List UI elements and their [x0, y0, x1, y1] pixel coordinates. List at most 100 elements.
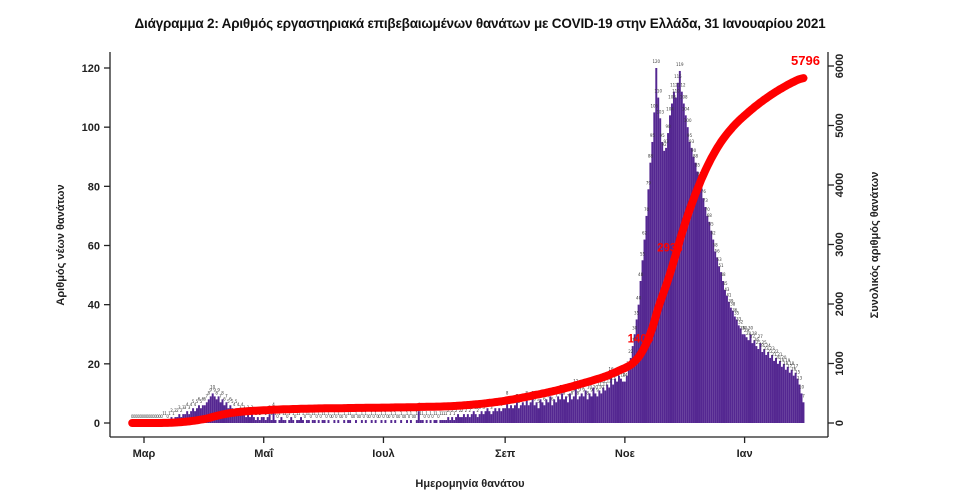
bar [743, 334, 746, 423]
bar [629, 357, 632, 423]
bar-value-label: 88 [648, 154, 654, 159]
y-right-tick-label: 5000 [834, 113, 846, 137]
bar-value-label: 0 [153, 414, 156, 419]
bar-value-label: 0 [386, 414, 389, 419]
bar-value-label: 1 [333, 411, 336, 416]
bar [443, 420, 446, 423]
bar-value-label: 1 [361, 411, 364, 416]
bar-value-label: 0 [139, 414, 142, 419]
bar [300, 417, 302, 423]
bar-value-label: 0 [304, 414, 307, 419]
bar-value-label: 0 [351, 414, 354, 419]
bar [453, 420, 456, 423]
bar [618, 375, 620, 423]
bar [292, 420, 295, 423]
bar [543, 405, 546, 423]
bar-value-label: 7 [225, 393, 228, 398]
bar [302, 420, 304, 423]
bar [682, 103, 685, 423]
bar [337, 420, 340, 423]
bar-value-label: 70 [644, 207, 650, 212]
bar [380, 420, 383, 423]
bar-value-label: 0 [329, 414, 332, 419]
bar-value-label: 29 [744, 328, 750, 333]
bar [619, 378, 622, 424]
bar [580, 393, 583, 423]
bar [217, 396, 220, 424]
bar-value-label: 2 [469, 408, 472, 413]
bar-value-label: 6 [204, 396, 207, 401]
bar [798, 384, 801, 423]
bar-value-label: 2 [174, 408, 177, 413]
bar [406, 420, 408, 423]
bar [519, 405, 522, 423]
bar [313, 420, 316, 423]
bar-value-label: 1 [390, 411, 393, 416]
bar-value-label: 0 [315, 414, 318, 419]
bar [525, 399, 528, 423]
bar-value-label: 5 [196, 399, 199, 404]
bar-value-label: 32 [738, 319, 744, 324]
bar-value-label: 0 [431, 414, 434, 419]
bar-value-label: 68 [707, 213, 713, 218]
bar-value-label: 8 [586, 390, 589, 395]
bar-value-label: 56 [715, 248, 721, 253]
bar-value-label: 51 [718, 263, 724, 268]
bar-value-label: 12 [607, 379, 613, 384]
bar [482, 414, 485, 424]
bar-value-label: 6 [223, 396, 226, 401]
bar [305, 420, 308, 423]
bar-value-label: 26 [754, 337, 760, 342]
bar [252, 417, 255, 423]
bar [802, 402, 805, 423]
bar-value-label: 10 [210, 384, 216, 389]
bar-value-label: 4 [190, 402, 193, 407]
bar [600, 393, 603, 423]
bar-value-label: 120 [652, 59, 660, 64]
bar [186, 411, 189, 423]
bar-value-label: 48 [638, 272, 644, 277]
bar-value-label: 1 [288, 411, 291, 416]
bar-value-label: 0 [423, 414, 426, 419]
bar [447, 417, 450, 423]
bar-value-label: 85 [695, 163, 701, 168]
bar [708, 221, 711, 423]
bar-value-label: 17 [787, 364, 793, 369]
bar-value-label: 2 [465, 408, 468, 413]
y-left-tick-label: 60 [88, 241, 100, 253]
bar-value-label: 0 [276, 414, 279, 419]
bar-value-label: 3 [490, 405, 493, 410]
bar-value-label: 26 [630, 337, 636, 342]
bar-value-label: 24 [760, 343, 766, 348]
bar [537, 408, 540, 423]
bar-value-label: 13 [611, 376, 617, 381]
bar [237, 411, 240, 423]
bar [631, 346, 634, 423]
bar [439, 420, 442, 423]
bar-value-label: 55 [640, 251, 646, 256]
bar [272, 411, 275, 423]
bar-value-label: 0 [372, 414, 375, 419]
bar [266, 417, 269, 423]
bar-value-label: 19 [785, 358, 791, 363]
bar [264, 420, 267, 423]
y-left-tick-label: 80 [88, 181, 100, 193]
bar-value-label: 0 [325, 414, 328, 419]
bar-value-label: 1 [343, 411, 346, 416]
bar [260, 417, 263, 423]
bar-value-label: 2 [180, 408, 183, 413]
bar [449, 420, 452, 423]
y-left-tick-label: 0 [94, 418, 100, 430]
bar [323, 420, 326, 423]
bar [196, 408, 198, 423]
bar [492, 411, 495, 423]
bar-value-label: 115 [674, 74, 682, 79]
bar-value-label: 1 [441, 411, 444, 416]
bar [614, 378, 617, 424]
bar [480, 411, 483, 423]
bar-value-label: 48 [720, 272, 726, 277]
bar-value-label: 8 [571, 390, 574, 395]
bar-value-label: 112 [678, 83, 686, 88]
bar-value-label: 1 [429, 411, 432, 416]
bar-value-label: 0 [378, 414, 381, 419]
